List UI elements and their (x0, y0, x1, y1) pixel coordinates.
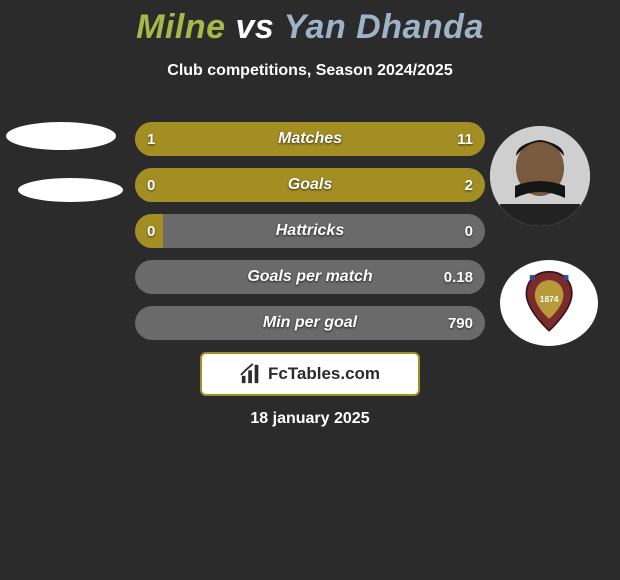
stat-label: Hattricks (135, 214, 485, 248)
stat-row: 111Matches (135, 122, 485, 156)
svg-text:1874: 1874 (540, 294, 559, 304)
title-vs: vs (226, 8, 284, 46)
stat-row: 790Min per goal (135, 306, 485, 340)
stat-label: Goals (135, 168, 485, 202)
stat-row: 02Goals (135, 168, 485, 202)
snapshot-date: 18 january 2025 (0, 410, 620, 428)
stat-row: 0.18Goals per match (135, 260, 485, 294)
brand-label: FcTables.com (268, 364, 380, 384)
player-left-avatar-placeholder (6, 122, 116, 150)
title-player-right: Yan Dhanda (284, 8, 484, 46)
page-title: Milne vs Yan Dhanda (0, 8, 620, 47)
subtitle: Club competitions, Season 2024/2025 (0, 62, 620, 80)
stat-label: Matches (135, 122, 485, 156)
player-right-avatar (490, 126, 590, 226)
stat-label: Min per goal (135, 306, 485, 340)
brand-footer: FcTables.com (200, 352, 420, 396)
title-player-left: Milne (136, 8, 225, 46)
stat-row: 00Hattricks (135, 214, 485, 248)
club-right-crest: 1874 (500, 260, 598, 346)
club-left-crest-placeholder (18, 178, 123, 202)
bar-chart-icon (240, 363, 262, 385)
stat-label: Goals per match (135, 260, 485, 294)
